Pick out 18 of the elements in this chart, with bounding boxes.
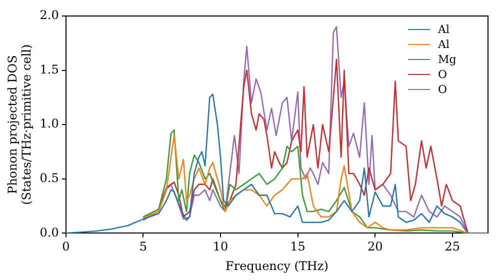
y-tick-label: 2.0 [40, 8, 59, 22]
y-tick-label: 0.0 [40, 225, 59, 240]
x-tick-label: 5 [139, 240, 148, 254]
y-axis-title: Phonon projected DOS (States/THz·primitive cell) [5, 44, 34, 205]
y-tick-label: 1.0 [40, 116, 59, 131]
x-tick-label: 10 [212, 240, 228, 254]
x-tick-label: 25 [444, 240, 460, 254]
x-tick-label: 0 [62, 240, 70, 254]
legend-label: O [438, 83, 448, 96]
legend-label: Al [438, 23, 450, 36]
x-axis-title: Frequency (THz) [226, 258, 328, 273]
y-tick-label: 1.5 [40, 62, 59, 76]
x-tick-label: 20 [367, 240, 383, 254]
legend-label: O [438, 68, 448, 81]
x-tick-label: 15 [290, 240, 306, 254]
legend-label: Mg [438, 53, 456, 66]
legend-label: Al [438, 38, 450, 51]
y-tick-label: 0.5 [40, 171, 59, 186]
